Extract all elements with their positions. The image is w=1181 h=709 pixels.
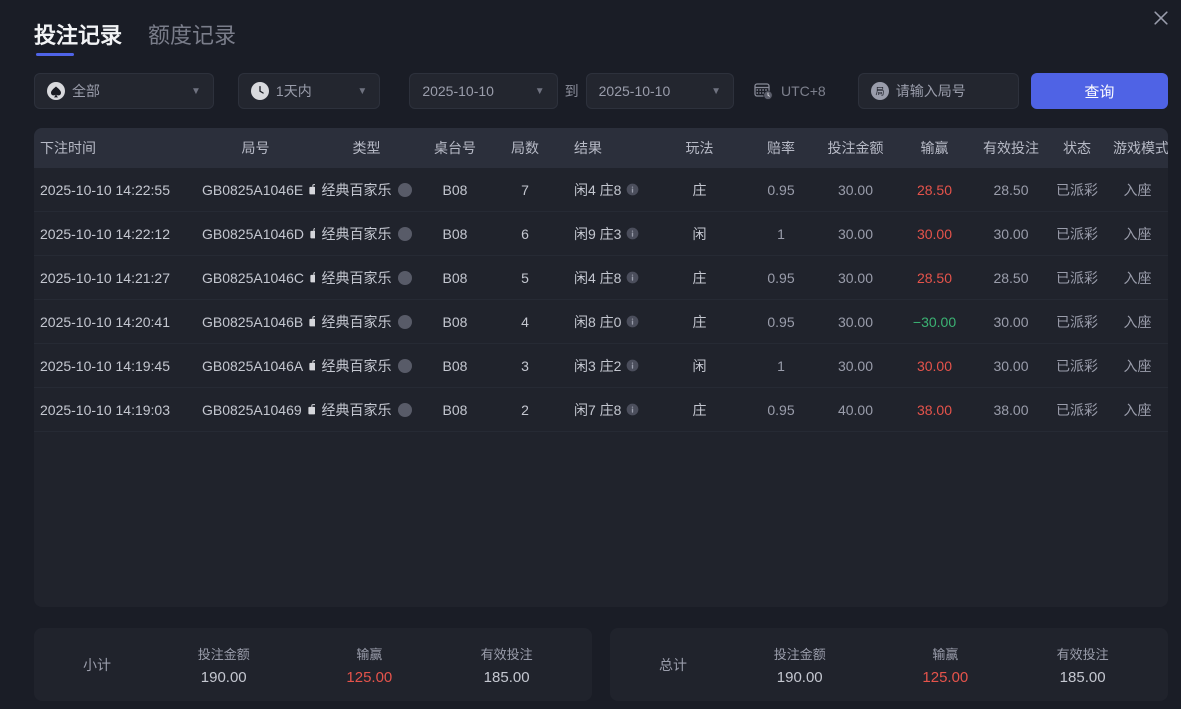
svg-text:局: 局 [875,87,884,97]
